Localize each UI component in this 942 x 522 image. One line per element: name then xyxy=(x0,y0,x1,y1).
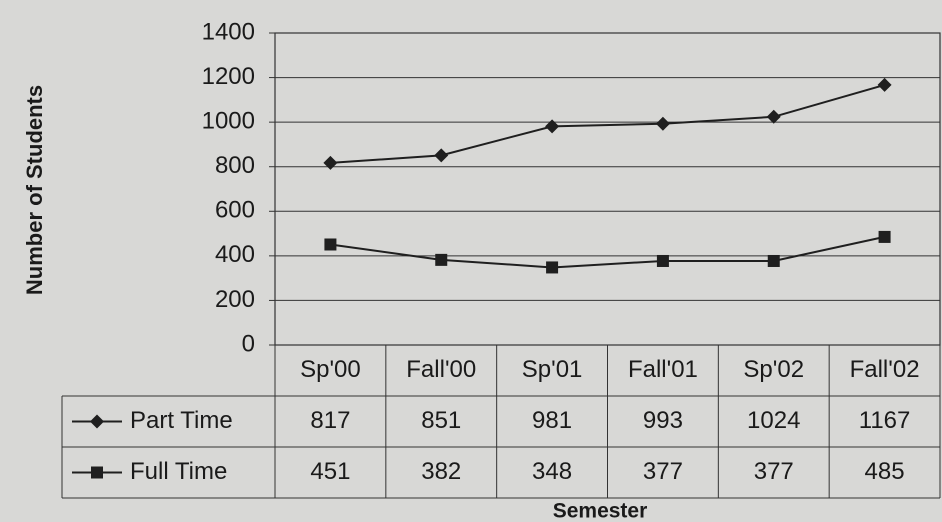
point xyxy=(878,230,891,243)
table-value: 382 xyxy=(421,458,461,485)
x-tick-label: Sp'02 xyxy=(743,356,804,383)
y-tick-label: 0 xyxy=(242,330,255,357)
table-value: 348 xyxy=(532,458,572,485)
point xyxy=(877,77,892,92)
table-value: 993 xyxy=(643,407,683,434)
legend-label: Full Time xyxy=(130,458,227,485)
point xyxy=(324,238,337,251)
x-tick-label: Fall'02 xyxy=(850,356,920,383)
y-tick-label: 800 xyxy=(215,152,255,179)
point xyxy=(766,109,781,124)
table-value: 817 xyxy=(310,407,350,434)
point xyxy=(323,155,338,170)
table-value: 485 xyxy=(865,458,905,485)
y-tick-label: 600 xyxy=(215,197,255,224)
table-value: 851 xyxy=(421,407,461,434)
y-tick-label: 400 xyxy=(215,241,255,268)
legend-marker xyxy=(91,466,103,479)
y-axis-label: Number of Students xyxy=(22,85,47,295)
point xyxy=(545,119,560,134)
table-value: 981 xyxy=(532,407,572,434)
series-line xyxy=(330,235,885,269)
table-value: 1024 xyxy=(747,407,800,434)
point xyxy=(767,254,780,267)
table-value: 377 xyxy=(643,458,683,485)
y-tick-label: 1400 xyxy=(202,18,255,45)
x-tick-label: Sp'01 xyxy=(522,356,583,383)
point xyxy=(546,261,559,274)
x-tick-label: Fall'00 xyxy=(406,356,476,383)
y-tick-label: 200 xyxy=(215,286,255,313)
table-value: 377 xyxy=(754,458,794,485)
table-value: 451 xyxy=(310,458,350,485)
legend-label: Part Time xyxy=(130,407,233,434)
table-value: 1167 xyxy=(859,407,911,434)
x-tick-label: Fall'01 xyxy=(628,356,698,383)
x-tick-label: Sp'00 xyxy=(300,356,361,383)
x-axis-label: Semester xyxy=(553,500,648,522)
y-tick-label: 1200 xyxy=(202,63,255,90)
legend-marker xyxy=(90,414,104,429)
point xyxy=(655,116,670,131)
point xyxy=(434,148,449,163)
point xyxy=(435,253,448,266)
series-line xyxy=(330,83,885,164)
y-tick-label: 1000 xyxy=(202,107,255,134)
point xyxy=(656,254,669,267)
